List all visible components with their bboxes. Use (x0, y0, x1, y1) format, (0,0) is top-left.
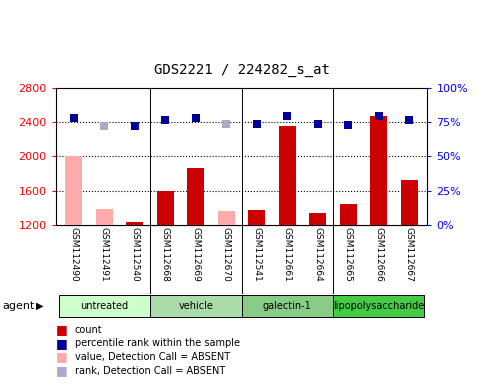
Text: GSM112491: GSM112491 (100, 227, 109, 281)
Bar (248, 210, 265, 225)
Text: GSM112670: GSM112670 (222, 227, 231, 281)
Text: GSM112490: GSM112490 (70, 227, 78, 281)
Text: value, Detection Call = ABSENT: value, Detection Call = ABSENT (75, 352, 230, 362)
Text: ▶: ▶ (36, 301, 43, 311)
Text: GSM112541: GSM112541 (252, 227, 261, 281)
Text: ■: ■ (56, 323, 67, 336)
Bar (157, 191, 174, 225)
Text: vehicle: vehicle (178, 301, 213, 311)
Text: lipopolysaccharide: lipopolysaccharide (333, 301, 424, 311)
Text: GSM112661: GSM112661 (283, 227, 292, 281)
Text: count: count (75, 324, 102, 334)
Bar (66, 156, 82, 225)
Bar (370, 116, 387, 225)
Bar (218, 211, 235, 225)
Bar (309, 213, 326, 225)
FancyBboxPatch shape (242, 295, 333, 318)
Text: GSM112669: GSM112669 (191, 227, 200, 281)
Text: ■: ■ (56, 337, 67, 350)
Text: galectin-1: galectin-1 (263, 301, 312, 311)
Text: ■: ■ (56, 351, 67, 363)
Bar (279, 126, 296, 225)
Text: GDS2221 / 224282_s_at: GDS2221 / 224282_s_at (154, 63, 329, 77)
Text: GSM112667: GSM112667 (405, 227, 413, 281)
Text: GSM112540: GSM112540 (130, 227, 139, 281)
FancyBboxPatch shape (333, 295, 425, 318)
Text: GSM112668: GSM112668 (161, 227, 170, 281)
Text: untreated: untreated (80, 301, 128, 311)
Text: rank, Detection Call = ABSENT: rank, Detection Call = ABSENT (75, 366, 225, 376)
Text: agent: agent (2, 301, 35, 311)
Bar (127, 222, 143, 225)
Bar (340, 204, 356, 225)
Text: percentile rank within the sample: percentile rank within the sample (75, 338, 240, 348)
Text: ■: ■ (56, 364, 67, 377)
Bar (187, 167, 204, 225)
Bar (96, 209, 113, 225)
Text: GSM112665: GSM112665 (344, 227, 353, 281)
FancyBboxPatch shape (150, 295, 242, 318)
Text: GSM112666: GSM112666 (374, 227, 383, 281)
FancyBboxPatch shape (58, 295, 150, 318)
Text: GSM112664: GSM112664 (313, 227, 322, 281)
Bar (401, 180, 417, 225)
